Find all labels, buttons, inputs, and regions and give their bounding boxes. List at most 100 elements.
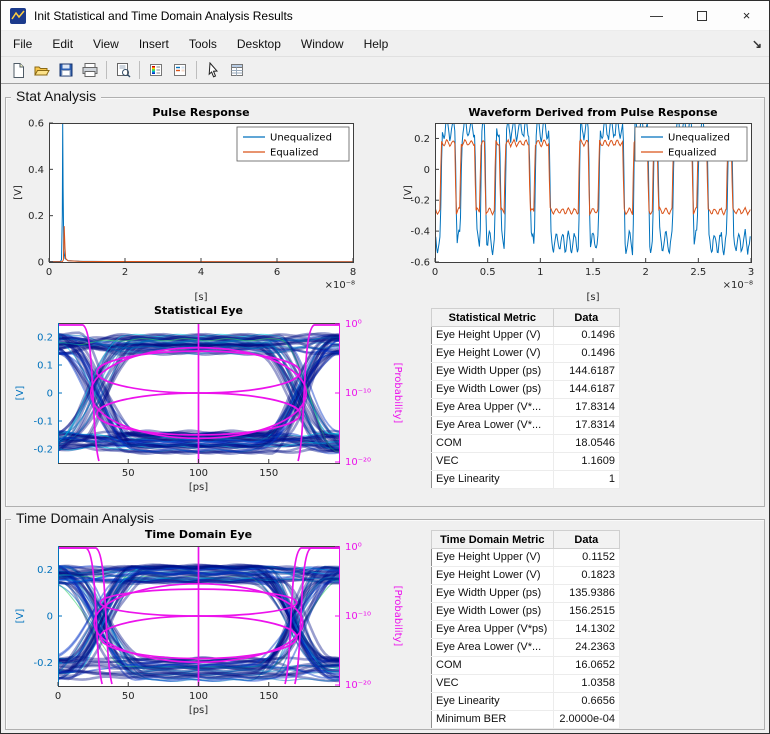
new-document-icon[interactable]: [6, 59, 30, 82]
edit-plot-icon[interactable]: [201, 59, 225, 82]
menu-view[interactable]: View: [93, 36, 119, 51]
time-domain-analysis-label: Time Domain Analysis: [11, 510, 159, 526]
menu-desktop[interactable]: Desktop: [236, 36, 281, 51]
svg-text:8: 8: [350, 267, 356, 278]
svg-text:-0.1: -0.1: [33, 417, 53, 428]
svg-text:50: 50: [122, 468, 135, 479]
svg-text:2: 2: [122, 267, 128, 278]
dock-figure-icon[interactable]: ↘: [751, 36, 762, 51]
svg-text:4: 4: [198, 267, 204, 278]
svg-text:-0.4: -0.4: [410, 227, 430, 238]
svg-text:2: 2: [642, 267, 648, 278]
statistical-metrics-table-row: COM 18.0546: [431, 434, 621, 453]
svg-text:[s]: [s]: [194, 292, 207, 303]
svg-text:2.5: 2.5: [690, 267, 706, 278]
metric-name: Eye Area Lower (V*...: [431, 416, 554, 435]
time-domain-metrics-table-row: Eye Height Upper (V) 0.1152: [431, 548, 621, 567]
svg-text:-0.6: -0.6: [410, 258, 430, 269]
svg-text:10⁰: 10⁰: [345, 319, 362, 330]
menu-tools[interactable]: Tools: [188, 36, 217, 51]
svg-text:[ps]: [ps]: [189, 705, 208, 716]
svg-text:0: 0: [38, 258, 44, 269]
time-domain-metrics-table-row: Eye Area Lower (V*... 24.2363: [431, 638, 621, 657]
statistical-metrics-table-row: VEC 1.1609: [431, 452, 621, 471]
metric-name: Eye Height Lower (V): [431, 566, 554, 585]
maximize-icon: [696, 10, 707, 21]
svg-text:100: 100: [189, 468, 208, 479]
close-button[interactable]: ×: [742, 8, 751, 23]
svg-text:×10⁻⁸: ×10⁻⁸: [723, 280, 753, 291]
time-domain-metrics-table-row: Minimum BER 2.0000e-04: [431, 710, 621, 729]
svg-text:Equalized: Equalized: [668, 148, 716, 159]
metric-value: 17.8314: [553, 416, 621, 435]
stat-analysis-label: Stat Analysis: [11, 88, 102, 104]
svg-text:[V]: [V]: [403, 185, 414, 200]
svg-text:Unequalized: Unequalized: [668, 133, 730, 144]
time-domain-metrics-table-row: VEC 1.0358: [431, 674, 621, 693]
svg-text:-0.2: -0.2: [33, 445, 53, 456]
svg-text:Unequalized: Unequalized: [270, 133, 332, 144]
svg-text:1: 1: [537, 267, 543, 278]
statistical-metrics-table-row: Eye Linearity 1: [431, 470, 621, 489]
statistical-metrics-table-row: Eye Area Lower (V*... 17.8314: [431, 416, 621, 435]
time-domain-metrics-table-row: Eye Linearity 0.6656: [431, 692, 621, 711]
menu-edit[interactable]: Edit: [52, 36, 74, 51]
menu-insert[interactable]: Insert: [138, 36, 169, 51]
svg-text:150: 150: [259, 691, 278, 702]
toolbar-separator: [106, 61, 107, 79]
svg-text:10⁻¹⁰: 10⁻¹⁰: [345, 388, 371, 399]
menu-bar: File Edit View Insert Tools Desktop Wind…: [1, 31, 769, 57]
open-folder-icon[interactable]: [30, 59, 54, 82]
svg-text:0.1: 0.1: [37, 361, 53, 372]
menu-window[interactable]: Window: [300, 36, 344, 51]
print-icon[interactable]: [78, 59, 102, 82]
toolbar-separator: [139, 61, 140, 79]
metric-name: Eye Width Lower (ps): [431, 602, 554, 621]
svg-text:0.6: 0.6: [28, 119, 44, 130]
svg-text:10⁻²⁰: 10⁻²⁰: [345, 680, 371, 691]
svg-text:10⁻¹⁰: 10⁻¹⁰: [345, 611, 371, 622]
metric-value: 0.6656: [553, 692, 621, 711]
time-domain-metrics-table-container: Time Domain Metric Data Eye Height Upper (…: [431, 530, 621, 729]
minimize-button[interactable]: —: [650, 8, 663, 23]
time-domain-analysis-panel: Time Domain Analysis: [5, 510, 765, 730]
svg-text:1.5: 1.5: [585, 267, 601, 278]
menu-file[interactable]: File: [13, 36, 33, 51]
metric-value: 18.0546: [553, 434, 621, 453]
svg-text:Equalized: Equalized: [270, 148, 318, 159]
svg-text:3: 3: [748, 267, 754, 278]
window-title: Init Statistical and Time Domain Analysi…: [34, 8, 293, 23]
metric-name: Eye Height Lower (V): [431, 344, 554, 363]
app-icon: [10, 7, 26, 24]
svg-text:[ps]: [ps]: [189, 482, 208, 493]
svg-text:[V]: [V]: [15, 609, 26, 624]
insert-colorbar-icon[interactable]: [144, 59, 168, 82]
save-icon[interactable]: [54, 59, 78, 82]
metric-value: 0.1152: [553, 548, 621, 567]
statistical-metrics-header-metric: Statistical Metric: [431, 308, 554, 327]
time-domain-metrics-header-data: Data: [552, 530, 621, 549]
statistical-metrics-table-row: Eye Width Lower (ps) 144.6187: [431, 380, 621, 399]
metric-name: VEC: [431, 674, 554, 693]
print-preview-icon[interactable]: [111, 59, 135, 82]
svg-text:Pulse Response: Pulse Response: [152, 106, 249, 119]
menu-help[interactable]: Help: [363, 36, 389, 51]
metric-value: 0.1823: [553, 566, 621, 585]
svg-text:Time Domain Eye: Time Domain Eye: [145, 528, 252, 541]
insert-legend-icon[interactable]: [168, 59, 192, 82]
metric-name: VEC: [431, 452, 554, 471]
metric-value: 24.2363: [553, 638, 621, 657]
svg-text:0: 0: [55, 691, 61, 702]
maximize-button[interactable]: [679, 1, 724, 30]
svg-text:0: 0: [47, 389, 53, 400]
svg-text:10⁰: 10⁰: [345, 542, 362, 553]
property-inspector-icon[interactable]: [225, 59, 249, 82]
metric-name: Eye Height Upper (V): [431, 548, 554, 567]
statistical-metrics-table-row: Eye Area Upper (V*... 17.8314: [431, 398, 621, 417]
svg-text:-0.2: -0.2: [33, 658, 53, 669]
toolbar-separator: [196, 61, 197, 79]
statistical-eye-plot: 50 100 150 -0.2 -0.1 0 0.1 0.2 10⁰ 10⁻¹⁰ 10⁻²⁰ Stat…: [9, 301, 411, 509]
metric-value: 144.6187: [553, 380, 621, 399]
svg-text:[Probability]: [Probability]: [392, 363, 403, 424]
